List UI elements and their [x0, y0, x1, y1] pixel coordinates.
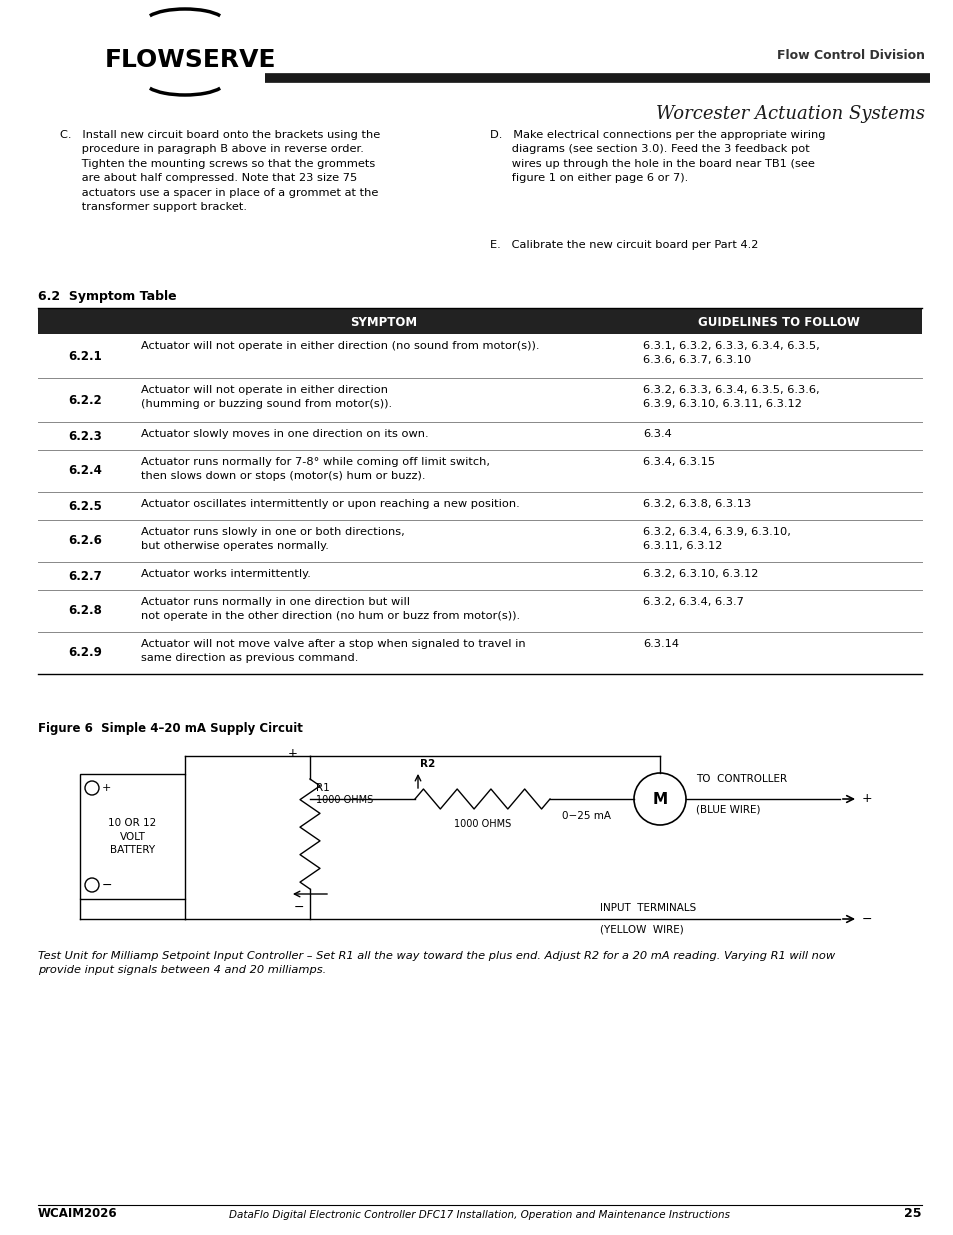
Text: +: + — [102, 783, 112, 793]
Text: 6.2.3: 6.2.3 — [69, 430, 102, 442]
Text: Actuator will not move valve after a stop when signaled to travel in
same direct: Actuator will not move valve after a sto… — [141, 638, 525, 663]
Text: TO  CONTROLLER: TO CONTROLLER — [696, 774, 786, 784]
Text: M: M — [652, 792, 667, 806]
Text: Actuator will not operate in either direction
(humming or buzzing sound from mot: Actuator will not operate in either dire… — [141, 385, 392, 409]
Text: R1: R1 — [315, 783, 330, 793]
Text: Worcester Actuation Systems: Worcester Actuation Systems — [656, 105, 924, 124]
Text: Actuator runs slowly in one or both directions,
but otherwise operates normally.: Actuator runs slowly in one or both dire… — [141, 527, 404, 551]
Text: INPUT  TERMINALS: INPUT TERMINALS — [599, 903, 696, 913]
Text: DataFlo Digital Electronic Controller DFC17 Installation, Operation and Maintena: DataFlo Digital Electronic Controller DF… — [230, 1210, 730, 1220]
Text: 0−25 mA: 0−25 mA — [561, 811, 610, 821]
Text: SYMPTOM: SYMPTOM — [350, 315, 417, 329]
Text: 6.2.7: 6.2.7 — [69, 569, 102, 583]
Text: Actuator will not operate in either direction (no sound from motor(s)).: Actuator will not operate in either dire… — [141, 341, 539, 351]
Text: (YELLOW  WIRE): (YELLOW WIRE) — [599, 925, 683, 935]
Text: Actuator slowly moves in one direction on its own.: Actuator slowly moves in one direction o… — [141, 429, 428, 438]
Text: 6.2.5: 6.2.5 — [69, 499, 102, 513]
Text: 6.3.14: 6.3.14 — [642, 638, 679, 650]
Text: FLOWSERVE: FLOWSERVE — [105, 48, 276, 72]
Text: 1000 OHMS: 1000 OHMS — [454, 819, 511, 829]
Text: 6.3.1, 6.3.2, 6.3.3, 6.3.4, 6.3.5,
6.3.6, 6.3.7, 6.3.10: 6.3.1, 6.3.2, 6.3.3, 6.3.4, 6.3.5, 6.3.6… — [642, 341, 819, 366]
Text: 6.2.8: 6.2.8 — [69, 604, 102, 618]
Bar — [38, 308, 921, 333]
Text: 6.2.9: 6.2.9 — [69, 646, 102, 659]
Text: 25: 25 — [903, 1207, 921, 1220]
Text: Actuator works intermittently.: Actuator works intermittently. — [141, 569, 311, 579]
Text: −: − — [862, 913, 872, 925]
Text: 6.2.2: 6.2.2 — [69, 394, 102, 406]
Text: 6.2.1: 6.2.1 — [69, 350, 102, 363]
Text: D.   Make electrical connections per the appropriate wiring
      diagrams (see : D. Make electrical connections per the a… — [490, 130, 824, 183]
Text: 6.3.4, 6.3.15: 6.3.4, 6.3.15 — [642, 457, 715, 467]
Text: 6.3.2, 6.3.3, 6.3.4, 6.3.5, 6.3.6,
6.3.9, 6.3.10, 6.3.11, 6.3.12: 6.3.2, 6.3.3, 6.3.4, 6.3.5, 6.3.6, 6.3.9… — [642, 385, 819, 409]
Text: 10 OR 12
VOLT
BATTERY: 10 OR 12 VOLT BATTERY — [109, 819, 156, 855]
Text: 6.3.4: 6.3.4 — [642, 429, 671, 438]
Text: 6.2  Symptom Table: 6.2 Symptom Table — [38, 290, 176, 303]
Text: 6.3.2, 6.3.8, 6.3.13: 6.3.2, 6.3.8, 6.3.13 — [642, 499, 750, 509]
Text: +: + — [288, 747, 297, 760]
Text: Flow Control Division: Flow Control Division — [776, 49, 924, 62]
Text: 6.3.2, 6.3.4, 6.3.7: 6.3.2, 6.3.4, 6.3.7 — [642, 597, 743, 606]
Text: 6.2.4: 6.2.4 — [69, 464, 102, 478]
Text: Actuator runs normally in one direction but will
not operate in the other direct: Actuator runs normally in one direction … — [141, 597, 519, 621]
Bar — [80, 774, 185, 899]
Text: WCAIM2026: WCAIM2026 — [38, 1207, 117, 1220]
Text: −: − — [102, 878, 112, 892]
Text: Actuator oscillates intermittently or upon reaching a new position.: Actuator oscillates intermittently or up… — [141, 499, 519, 509]
Text: Figure 6  Simple 4–20 mA Supply Circuit: Figure 6 Simple 4–20 mA Supply Circuit — [38, 722, 302, 735]
Text: +: + — [862, 793, 872, 805]
Text: 6.2.6: 6.2.6 — [69, 535, 102, 547]
Text: Actuator runs normally for 7-8° while coming off limit switch,
then slows down o: Actuator runs normally for 7-8° while co… — [141, 457, 490, 480]
Text: E.   Calibrate the new circuit board per Part 4.2: E. Calibrate the new circuit board per P… — [490, 240, 758, 249]
Text: (BLUE WIRE): (BLUE WIRE) — [696, 804, 760, 814]
Text: Test Unit for Milliamp Setpoint Input Controller – Set R1 all the way toward the: Test Unit for Milliamp Setpoint Input Co… — [38, 951, 834, 976]
Text: 1000 OHMS: 1000 OHMS — [315, 795, 373, 805]
Text: GUIDELINES TO FOLLOW: GUIDELINES TO FOLLOW — [697, 315, 859, 329]
Text: R2: R2 — [419, 760, 435, 769]
Text: C.   Install new circuit board onto the brackets using the
      procedure in pa: C. Install new circuit board onto the br… — [60, 130, 380, 212]
Text: 6.3.2, 6.3.4, 6.3.9, 6.3.10,
6.3.11, 6.3.12: 6.3.2, 6.3.4, 6.3.9, 6.3.10, 6.3.11, 6.3… — [642, 527, 790, 551]
Text: 6.3.2, 6.3.10, 6.3.12: 6.3.2, 6.3.10, 6.3.12 — [642, 569, 758, 579]
Text: −: − — [294, 900, 304, 914]
